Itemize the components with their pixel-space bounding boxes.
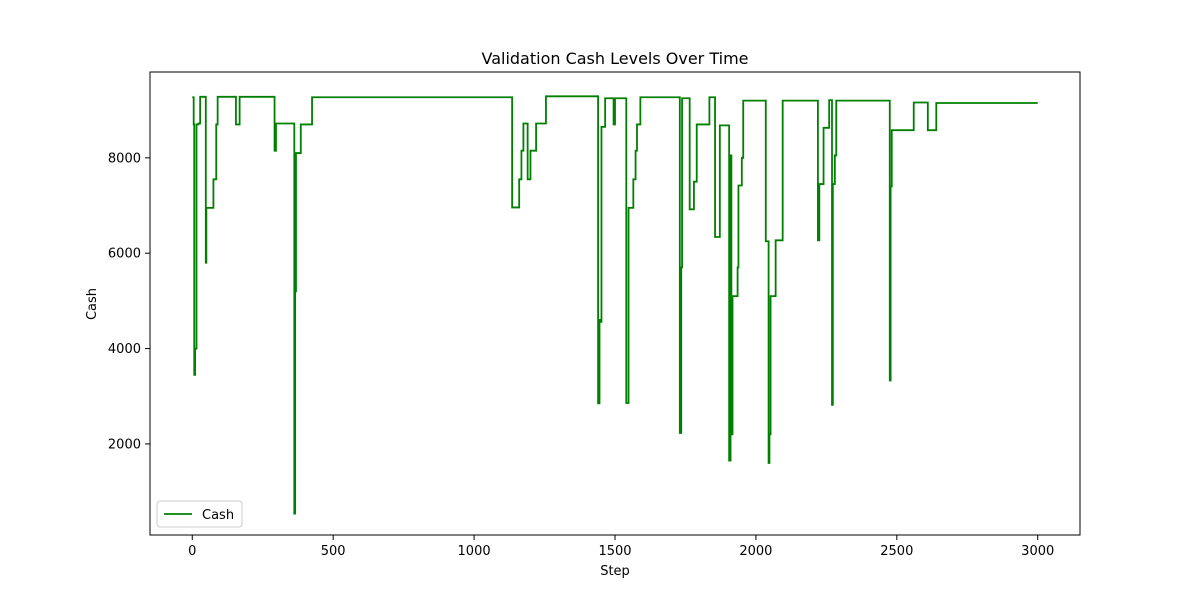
x-tick-label: 2000 [739,544,772,559]
plot-area [192,95,1038,515]
x-axis: 0 500 1000 1500 2000 2500 3000 [188,535,1054,559]
y-axis-title: Cash [85,288,100,320]
x-tick-label: 1500 [598,544,631,559]
y-axis: 2000 4000 6000 8000 [108,151,150,452]
y-tick-label: 8000 [108,151,141,166]
chart-title: Validation Cash Levels Over Time [481,49,748,68]
series-line-0 [192,95,1038,515]
x-tick-label: 2500 [880,544,913,559]
y-tick-label: 2000 [108,437,141,452]
legend-box [156,500,243,528]
x-tick-label: 500 [321,544,346,559]
x-axis-title: Step [600,564,630,579]
x-tick-label: 1000 [458,544,491,559]
x-tick-label: 0 [188,544,196,559]
legend-label: Cash [202,508,234,523]
x-tick-label: 3000 [1021,544,1054,559]
legend: Cash [156,500,243,528]
y-tick-label: 6000 [108,247,141,262]
y-tick-label: 4000 [108,342,141,357]
